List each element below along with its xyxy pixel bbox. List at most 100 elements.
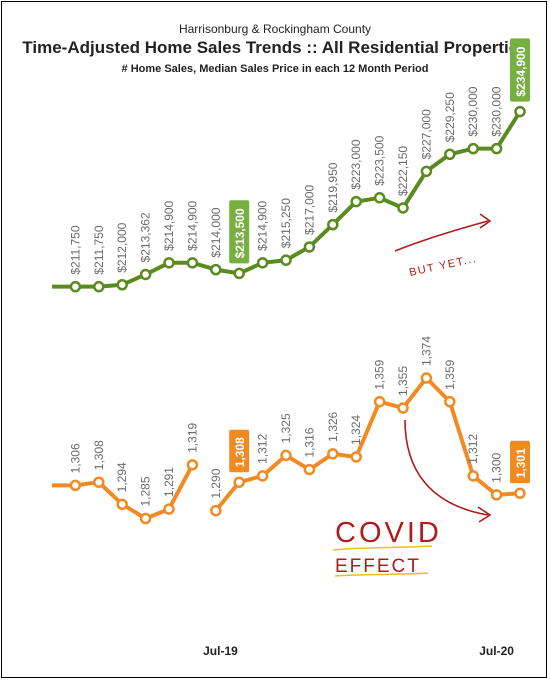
sales-count-point [210, 504, 222, 517]
sales-count-value-label: 1,316 [302, 427, 316, 457]
price-point [467, 142, 479, 155]
price-annotation-text: BUT YET... [408, 253, 478, 279]
sales-count-point [514, 487, 526, 500]
sales-count-point [116, 498, 128, 511]
price-value-label: $222,150 [396, 146, 410, 196]
price-point [139, 268, 152, 281]
price-point [327, 218, 339, 231]
price-value-label: $211,750 [92, 225, 106, 274]
price-annotation-arrowhead [479, 213, 492, 229]
price-point [280, 254, 292, 266]
price-highlight-badge [229, 200, 250, 264]
sales-count-point [350, 451, 362, 463]
sales-count-value-label: 1,300 [490, 453, 504, 483]
chart-title: Time-Adjusted Home Sales Trends :: All R… [22, 38, 528, 57]
price-point [303, 241, 316, 253]
price-point [420, 165, 433, 178]
sales-count-value-label: 1,290 [209, 468, 223, 498]
sales-count-value-label: 1,359 [373, 359, 387, 389]
price-value-label: $211,750 [68, 225, 82, 274]
sales-count-value-label: 1,374 [419, 336, 433, 366]
sales-count-value-label: 1,359 [443, 359, 457, 389]
sales-count-highlight-badge [229, 429, 250, 473]
price-value-label: $217,000 [302, 185, 316, 235]
sales-count-highlight-badge [510, 440, 530, 484]
sales-count-value-label: 1,291 [162, 467, 176, 497]
sales-count-point [373, 395, 386, 408]
sales-count-point [256, 470, 269, 482]
sales-count-point [420, 372, 433, 384]
sales-count-value-label: 1,308 [233, 437, 247, 467]
price-value-label: $223,000 [349, 139, 363, 189]
count-annotation-underline1 [332, 545, 433, 551]
sales-count-value-label: 1,294 [115, 462, 129, 492]
count-annotation-line2: EFFECT [335, 556, 421, 577]
price-point [233, 267, 245, 280]
price-value-label: $227,000 [419, 109, 433, 159]
price-value-label: $213,362 [139, 212, 153, 262]
price-value-label: $219,950 [326, 162, 340, 212]
sales-count-value-label: 1,312 [466, 434, 480, 464]
price-annotation-arrow [394, 220, 489, 252]
price-point [163, 257, 175, 269]
sales-count-point [69, 479, 82, 492]
sales-count-value-label: 1,324 [349, 415, 363, 445]
sales-count-value-label: 1,355 [396, 366, 410, 396]
sales-count-point [163, 503, 175, 515]
sales-count-point [467, 470, 479, 482]
count-annotation-line1: COVID [335, 517, 442, 549]
chart-subtitle: # Home Sales, Median Sales Price in each… [121, 63, 429, 75]
price-value-label: $214,000 [209, 207, 223, 257]
price-value-label: $214,900 [185, 200, 199, 250]
sales-count-value-label: 1,326 [326, 411, 340, 441]
x-axis-tick-label: Jul-19 [203, 644, 238, 658]
x-axis-tick-label: Jul-20 [479, 644, 514, 658]
price-point [256, 257, 269, 269]
price-point [93, 280, 105, 293]
price-point [69, 280, 82, 293]
price-value-label: $215,250 [279, 198, 293, 248]
price-point [444, 148, 456, 161]
price-value-label: $229,250 [443, 92, 457, 142]
sales-count-point [397, 402, 409, 414]
sales-count-point [186, 459, 199, 471]
chart-region-title: Harrisonburg & Rockingham County [178, 22, 372, 36]
sales-count-value-label: 1,312 [256, 434, 270, 464]
price-value-label: $230,000 [490, 86, 504, 136]
price-point [397, 202, 409, 214]
price-value-label: $234,900 [514, 46, 528, 96]
price-value-label: $223,500 [373, 135, 387, 185]
sales-count-point [490, 489, 503, 501]
price-point [210, 263, 222, 276]
price-point [373, 192, 386, 204]
sales-count-series: 1,306 1,308 1,294 1,285 1,291 1,319 1,290 1,308… [52, 336, 530, 525]
price-value-label: $214,900 [162, 200, 176, 250]
sales-count-value-label: 1,301 [514, 448, 528, 478]
price-point [490, 142, 503, 155]
count-annotation-underline2 [334, 572, 429, 577]
count-annotation-arrow [404, 419, 489, 516]
sales-count-value-label: 1,308 [92, 440, 106, 470]
sales-count-point [327, 448, 339, 460]
sales-count-point [280, 449, 292, 462]
sales-count-point [139, 512, 152, 525]
price-annotation: BUT YET... [394, 213, 492, 279]
price-value-label: $230,000 [466, 86, 480, 136]
price-highlight-badge [510, 38, 530, 102]
sales-count-value-label: 1,285 [139, 476, 153, 506]
count-annotation-arrowhead [477, 506, 492, 523]
sales-count-point [233, 476, 245, 488]
sales-count-point [93, 476, 105, 488]
price-value-label: $212,000 [115, 222, 129, 272]
sales-count-point [444, 395, 456, 408]
price-point [350, 195, 362, 208]
sales-count-value-label: 1,325 [279, 413, 293, 443]
sales-count-point [303, 463, 316, 476]
x-axis: Jul-19 Jul-20 [203, 644, 514, 658]
price-point [514, 105, 526, 118]
price-point [116, 279, 128, 291]
count-annotation: COVID EFFECT [332, 419, 492, 577]
price-series: $211,750 $211,750 $212,000 $213,362 $214,900… [52, 38, 530, 293]
